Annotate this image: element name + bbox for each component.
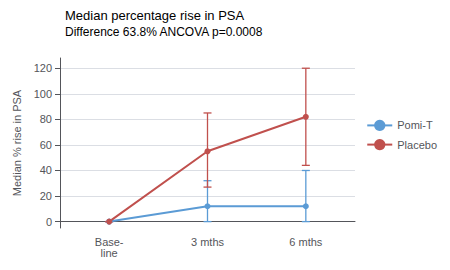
svg-text:100: 100 — [34, 88, 52, 100]
svg-text:Median percentage rise in PSA: Median percentage rise in PSA — [65, 8, 245, 23]
svg-text:line: line — [101, 247, 118, 259]
svg-text:6 mths: 6 mths — [289, 236, 323, 248]
svg-text:3 mths: 3 mths — [191, 236, 225, 248]
svg-text:80: 80 — [40, 113, 52, 125]
svg-text:60: 60 — [40, 139, 52, 151]
svg-text:Placebo: Placebo — [397, 139, 437, 151]
svg-text:20: 20 — [40, 190, 52, 202]
svg-text:40: 40 — [40, 164, 52, 176]
svg-text:Difference 63.8% ANCOVA p=0.00: Difference 63.8% ANCOVA p=0.0008 — [65, 25, 263, 39]
svg-text:Base-: Base- — [94, 235, 124, 248]
svg-text:Median % rise in PSA: Median % rise in PSA — [11, 89, 23, 196]
svg-text:Pomi-T: Pomi-T — [397, 119, 433, 131]
svg-text:120: 120 — [34, 62, 52, 74]
svg-text:0: 0 — [46, 216, 52, 228]
